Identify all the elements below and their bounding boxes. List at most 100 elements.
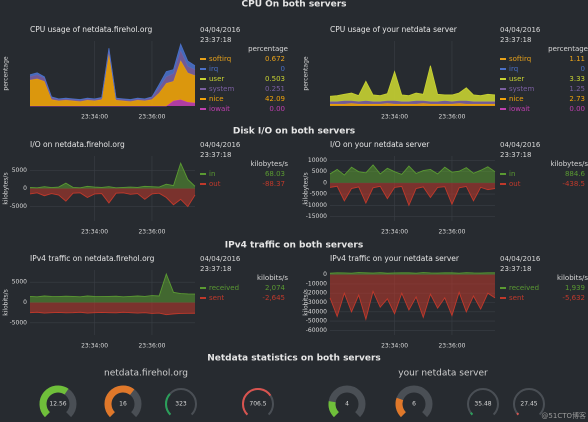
legend-swatch [500,183,506,185]
area-fill [330,274,495,320]
x-tick-label: 23:34:00 [81,114,108,121]
x-tick-label: 23:36:00 [438,114,465,121]
x-tick-label: 23:36:00 [138,343,165,350]
legend-value: -5,632 [562,294,585,302]
gauge-arc [39,385,69,418]
legend-swatch [500,297,506,299]
x-tick-label: 23:34:00 [81,343,108,350]
series-line [329,164,496,176]
gauge-value: 12.56 [49,401,66,408]
gauge-arc [469,412,474,416]
y-tick-label: -30000 [306,299,327,306]
y-tick-label: 10000 [308,157,327,164]
legend-name: softirq [209,55,231,63]
legend-value: 2,074 [265,284,286,292]
legend-swatch [500,78,506,80]
legend-name: in [509,170,515,178]
y-tick-label: -5000 [310,191,328,198]
legend-name: out [209,180,221,188]
panel-title: CPU usage of your netdata server [330,25,458,34]
y-tick-label: -40000 [306,308,327,315]
area-fill [330,164,495,183]
gauge-arc [328,401,340,418]
y-tick-label: -20000 [306,290,327,297]
legend-swatch [500,68,506,70]
legend-value: 0.251 [265,85,285,93]
section-title: IPv4 traffic on both servers [225,241,363,251]
panel-title: CPU usage of netdata.firehol.org [30,25,152,34]
legend-swatch [200,108,206,110]
panel-time: 23:37:18 [200,151,231,159]
panel-time: 23:37:18 [200,265,231,273]
y-tick-label: 0 [23,299,27,306]
legend-swatch [200,98,206,100]
legend-swatch [200,297,206,299]
legend-name: irq [209,65,218,73]
series-line [329,272,496,274]
legend-value: 0.672 [265,55,285,63]
y-tick-label: -15000 [306,213,327,220]
legend-swatch [500,88,506,90]
gauge-value: 323 [175,401,187,408]
legend-name: user [209,75,224,83]
legend-swatch [200,88,206,90]
x-tick-label: 23:36:00 [138,229,165,236]
legend-swatch [500,58,506,60]
area-fill [330,65,495,102]
y-tick-label: -5000 [10,203,28,210]
panel-date: 04/04/2016 [500,255,541,263]
legend-value: -438.5 [562,180,585,188]
series-line [29,43,196,100]
section-title: Netdata statistics on both servers [207,354,381,364]
legend-value: 1.11 [569,55,585,63]
y-axis-label: kilobits/s [303,289,310,316]
gauge-value: 6 [412,401,416,408]
panel-time: 23:37:18 [200,36,231,44]
panel-date: 04/04/2016 [500,141,541,149]
gauge-value: 35.48 [474,401,491,408]
legend-name: out [509,180,521,188]
y-tick-label: -5000 [10,319,28,326]
y-tick-label: -10000 [306,280,327,287]
legend-swatch [200,58,206,60]
legend-value: 0.00 [569,105,585,113]
legend-value: 1,939 [565,284,585,292]
legend-value: -88.37 [262,180,285,188]
x-tick-label: 23:34:00 [381,343,408,350]
legend-value: 0.00 [269,105,285,113]
panel-title: IPv4 traffic on your netdata server [330,254,460,263]
area-fill [30,54,195,106]
y-axis-label: kilobits/s [3,289,10,316]
y-tick-label: 5000 [312,168,327,175]
unit-label: kilobits/s [257,274,288,282]
section-title: Disk I/O on both servers [233,127,355,137]
legend-value: 0 [581,65,585,73]
legend-name: received [509,284,539,292]
legend-swatch [200,287,206,289]
legend-name: sent [509,294,524,302]
legend-value: 0.503 [265,75,285,83]
x-tick-label: 23:34:00 [381,229,408,236]
legend-name: nice [209,95,224,103]
legend-name: irq [509,65,518,73]
x-tick-label: 23:34:00 [381,114,408,121]
legend-name: system [209,85,234,93]
legend-name: in [209,170,215,178]
section-title: CPU On both servers [242,0,347,10]
legend-value: 68.03 [265,170,285,178]
gauge-arc [516,412,520,416]
unit-label: kilobits/s [557,274,588,282]
gauge-value: 16 [119,401,127,408]
legend-swatch [200,183,206,185]
y-tick-label: 0 [323,271,327,278]
gauge-arc [395,397,407,418]
panel-date: 04/04/2016 [500,26,541,34]
legend-swatch [200,173,206,175]
gauge-arc [104,385,135,418]
x-tick-label: 23:36:00 [138,114,165,121]
panel-time: 23:37:18 [500,36,531,44]
legend-swatch [200,68,206,70]
legend-name: iowait [209,105,230,113]
gauge-arc [242,388,272,416]
